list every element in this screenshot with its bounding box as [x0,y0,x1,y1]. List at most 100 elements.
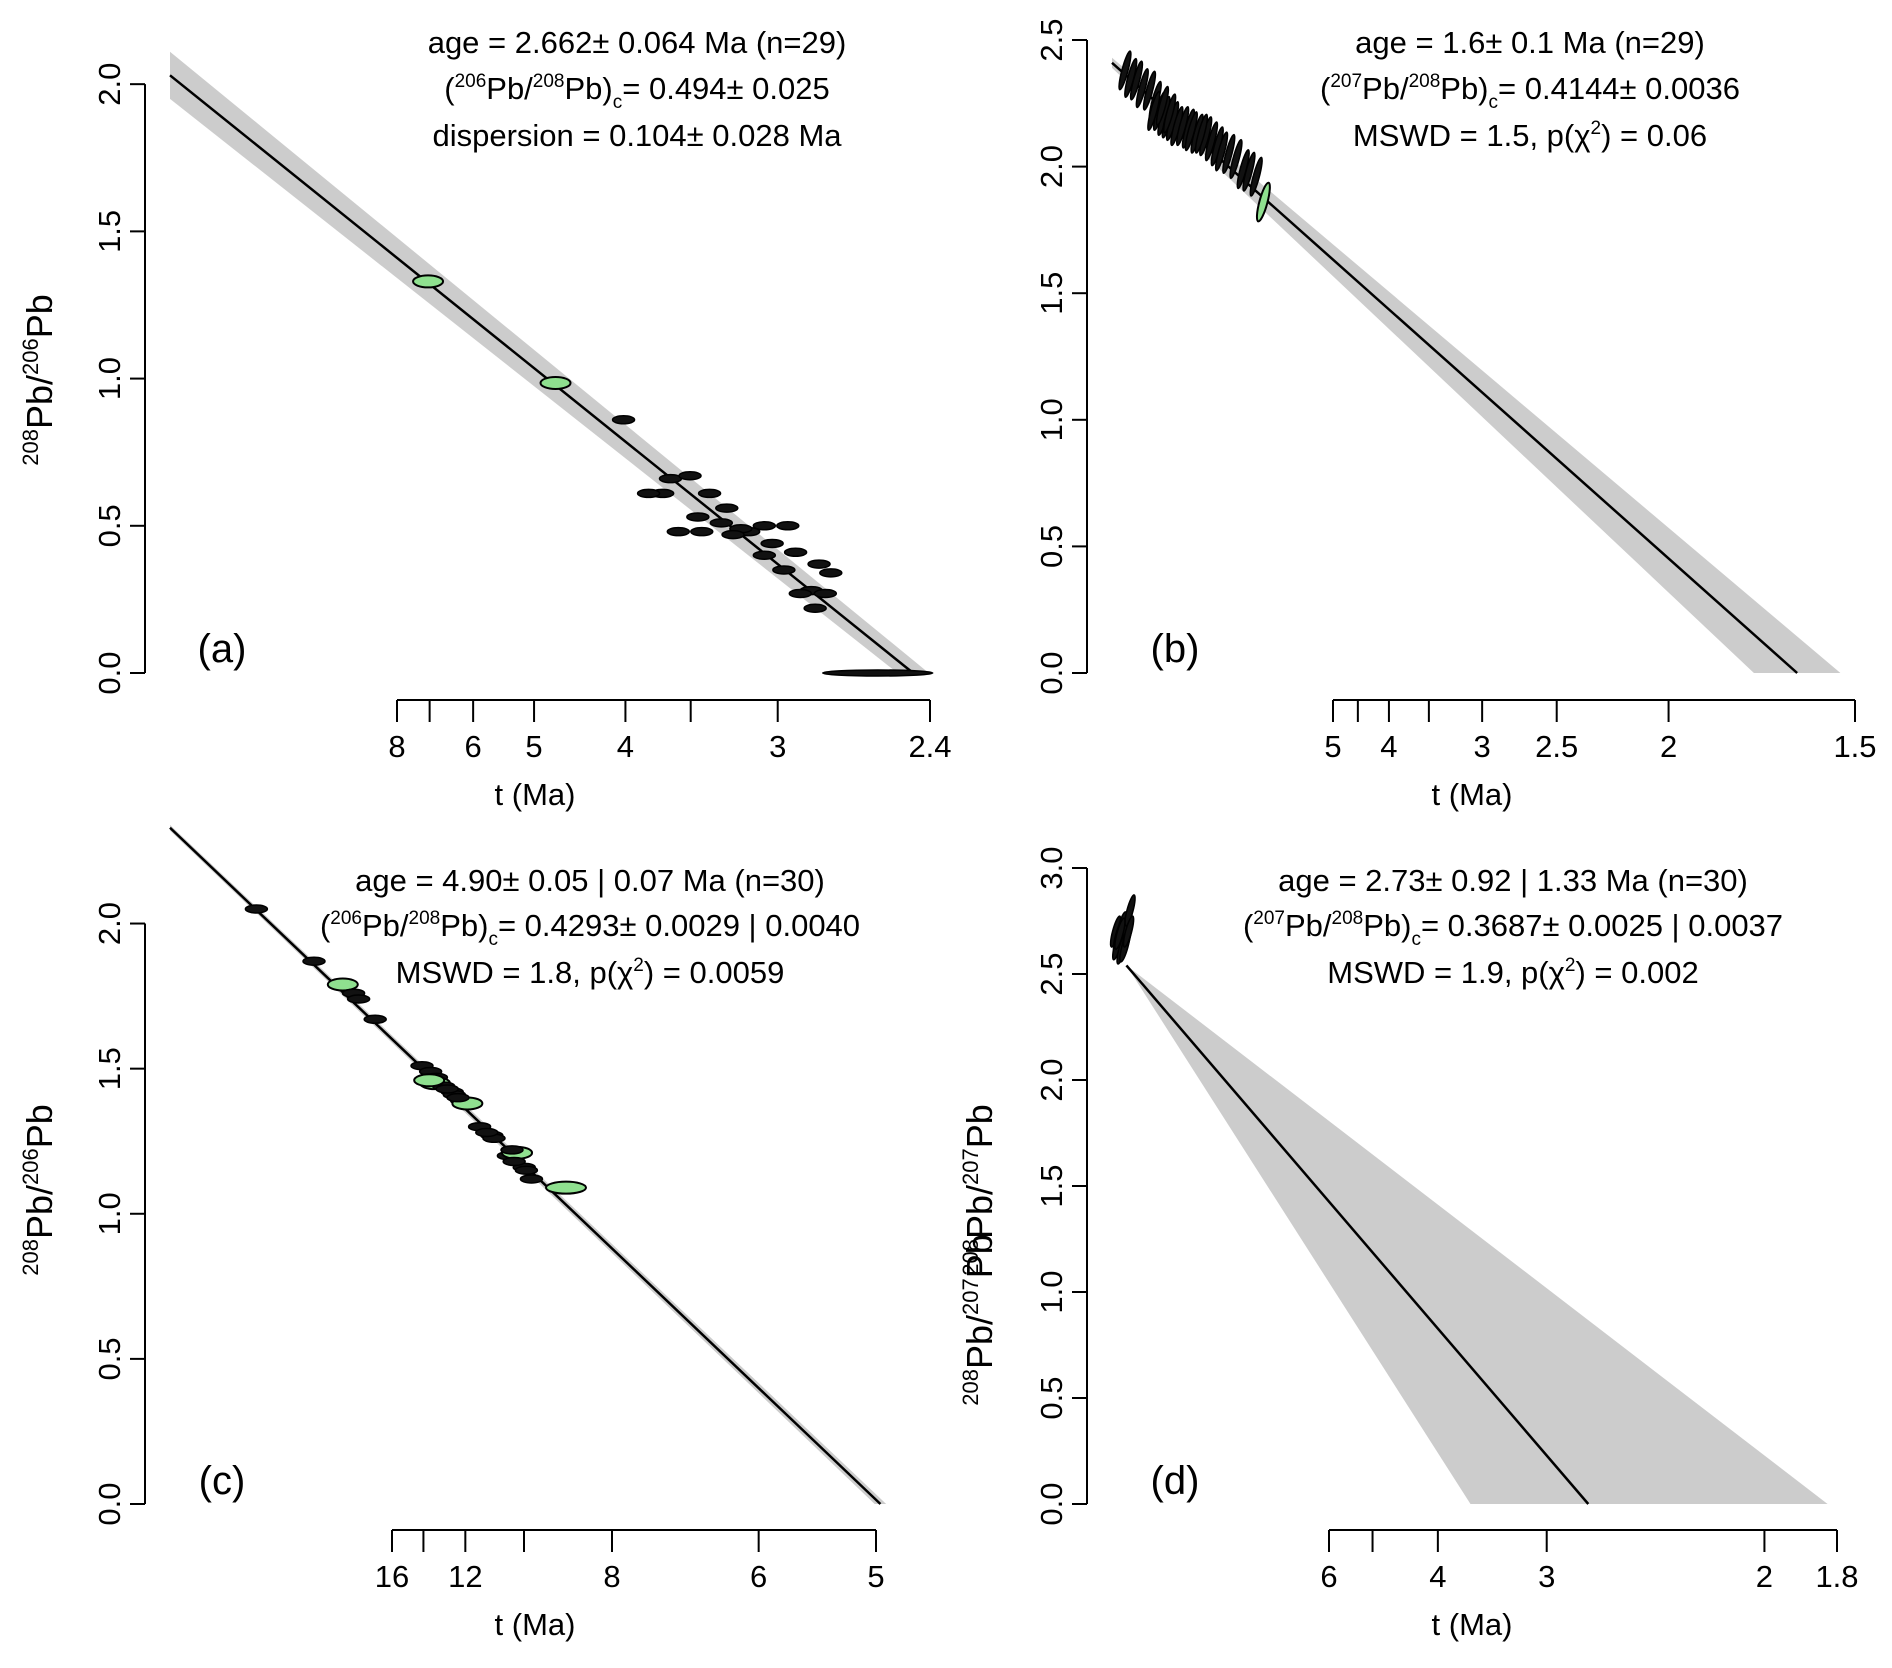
y-axis-title-d-part: 207 [958,1148,983,1185]
data-ellipse-a-24 [666,526,691,537]
t-tick-label-d-4: 2 [1756,1559,1773,1594]
t-tick-label-d-3: 3 [1538,1559,1555,1594]
t-tick-label-a-6: 3 [769,729,786,764]
y-tick-label-a-1: 0.5 [92,504,127,547]
annotation-d-1-part: 207 [1253,908,1285,929]
data-ellipse-b-11 [1155,85,1170,126]
annotation-b-0-part: age = 1.6± 0.1 Ma (n=29) [1355,25,1705,60]
data-ellipse-b-4 [1142,70,1157,111]
data-ellipse-a-25 [721,529,745,540]
data-ellipse-b-23 [1242,151,1256,192]
annotation-c-0: age = 4.90± 0.05 | 0.07 Ma (n=30) [355,863,825,898]
t-tick-label-a-3: 5 [525,729,542,764]
data-ellipse-b-17 [1204,121,1219,162]
annotation-a-0-part: age = 2.662± 0.064 Ma (n=29) [428,25,847,60]
annotation-a-2-part: dispersion = 0.104± 0.028 Ma [432,118,842,153]
data-ellipse-c-21 [519,1174,544,1184]
annotation-d-2-part: 2 [1565,955,1576,976]
t-tick-label-b-5: 2.5 [1535,729,1578,764]
data-ellipse-a-9 [715,503,739,513]
annotation-c-1-part: Pb/ [362,908,409,943]
annotation-d-1-part: Pb) [1363,908,1411,943]
y-axis-title-c-part: Pb [19,1104,60,1148]
data-ellipse-c-5 [363,1014,387,1025]
annotation-c-0-part: age = 4.90± 0.05 | 0.07 Ma (n=30) [355,863,825,898]
y-tick-label-a-4: 2.0 [92,63,127,106]
y-tick-label-b-5: 2.5 [1034,18,1069,61]
data-ellipse-d-11 [1122,915,1135,948]
annotation-c-1-part: 208 [409,908,441,929]
annotation-d-1-part: = 0.3687± 0.0025 | 0.0037 [1421,908,1783,943]
annotation-b-1-part: = 0.4144± 0.0036 [1498,71,1740,106]
data-ellipse-c-29 [545,1180,587,1195]
annotation-c-1-part: c [488,929,498,950]
data-ellipse-d-9 [1114,917,1126,950]
data-ellipse-a-4 [678,470,702,481]
data-ellipse-c-26 [413,1073,446,1088]
annotation-a-1-part: = 0.494± 0.025 [622,71,830,106]
annotation-a-1: (206Pb/208Pb)c= 0.494± 0.025 [444,71,830,113]
y-tick-label-d-5: 2.5 [1034,952,1069,995]
annotation-b-1: (207Pb/208Pb)c= 0.4144± 0.0036 [1320,71,1740,113]
y-tick-label-c-4: 2.0 [92,902,127,945]
panel-label-c: (c) [199,1459,246,1503]
annotation-c-1-part: = 0.4293± 0.0029 | 0.0040 [498,908,860,943]
annotation-d-1-part: Pb/ [1285,908,1332,943]
annotation-d-1-part: ( [1243,908,1254,943]
data-ellipse-c-1 [302,956,326,967]
annotation-c-1-part: ( [320,908,331,943]
annotation-c-2-part: MSWD = 1.8, p(χ [396,955,634,990]
annotation-a-2: dispersion = 0.104± 0.028 Ma [432,118,842,153]
annotation-b-2-part: 2 [1591,118,1602,139]
data-ellipse-b-21 [1229,138,1243,180]
data-ellipse-b-27 [1194,113,1209,154]
y-axis-title-a: 208Pb/206Pb [18,294,60,466]
confidence-band-a [170,51,929,674]
data-ellipse-a-21 [788,588,813,599]
t-tick-label-b-4: 3 [1474,729,1491,764]
y-axis-title-a-part: Pb [19,294,60,338]
data-ellipse-b-28 [1255,181,1271,223]
annotation-b-0: age = 1.6± 0.1 Ma (n=29) [1355,25,1705,60]
y-axis-title-b-part: Pb [959,1234,1000,1278]
annotation-b-1-part: Pb/ [1362,71,1409,106]
annotation-a-1-part: Pb/ [486,71,533,106]
x-axis-title-b: t (Ma) [1432,777,1513,812]
y-tick-label-c-3: 1.5 [92,1047,127,1090]
data-ellipse-c-24 [446,1092,470,1103]
annotation-c-2-part: ) = 0.0059 [644,955,784,990]
y-axis-title-a-part: 206 [18,338,43,375]
y-tick-label-b-2: 1.0 [1034,398,1069,441]
y-tick-label-d-0: 0.0 [1034,1482,1069,1525]
data-ellipse-b-19 [1214,131,1229,172]
annotation-d-1-part: 208 [1332,908,1364,929]
data-ellipse-c-2 [326,977,359,992]
data-ellipse-a-22 [813,588,838,599]
annotation-d-1-part: c [1411,929,1421,950]
annotation-b-2-part: MSWD = 1.5, p(χ [1353,118,1591,153]
data-ellipse-a-1 [539,375,572,390]
data-ellipse-a-26 [690,526,714,537]
panel-label-d: (d) [1151,1459,1200,1503]
y-axis-title-c-part: 206 [18,1148,43,1185]
y-tick-label-d-4: 2.0 [1034,1058,1069,1101]
data-ellipse-c-23 [475,1127,499,1138]
y-tick-label-a-2: 1.0 [92,357,127,400]
data-ellipse-a-2 [611,415,636,425]
y-axis-title-c-part: Pb/ [19,1185,60,1239]
data-ellipse-a-11 [709,518,734,528]
t-tick-label-c-5: 6 [750,1559,767,1594]
y-axis-title-a-part: 208 [18,429,43,466]
y-axis-title-b-part: 207 [958,1278,983,1315]
t-tick-label-a-2: 6 [465,729,482,764]
panel-label-a: (a) [198,627,247,671]
annotation-c-2: MSWD = 1.8, p(χ2) = 0.0059 [396,955,785,990]
annotation-c-2-part: 2 [633,955,644,976]
annotation-a-0: age = 2.662± 0.064 Ma (n=29) [428,25,847,60]
t-tick-label-c-2: 12 [448,1559,482,1594]
data-ellipse-a-15 [776,521,800,531]
